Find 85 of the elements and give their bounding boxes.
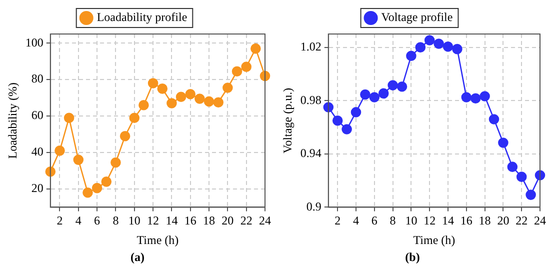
- x-tick-label: 12: [147, 214, 160, 228]
- point: [480, 91, 490, 102]
- point: [92, 182, 102, 194]
- x-tick-label: 12: [424, 214, 436, 228]
- point: [54, 146, 65, 156]
- y-tick-label: 80: [31, 72, 44, 86]
- point: [461, 92, 472, 102]
- point: [388, 80, 398, 90]
- point: [222, 82, 233, 93]
- point: [110, 157, 121, 168]
- point: [138, 100, 149, 110]
- x-tick-label: 2: [56, 214, 63, 228]
- point: [148, 78, 158, 88]
- point: [101, 176, 112, 187]
- point: [396, 81, 408, 92]
- point: [185, 89, 196, 100]
- point: [369, 92, 380, 102]
- legend-label: Voltage profile: [381, 10, 453, 24]
- point: [232, 66, 242, 77]
- point: [204, 96, 214, 107]
- x-tick-label: 20: [497, 214, 510, 228]
- y-tick-label: 1.02: [300, 39, 322, 54]
- y-tick-label: 20: [31, 181, 44, 196]
- point: [332, 115, 343, 126]
- point: [452, 44, 462, 54]
- y-axis-title: Voltage (p.u.): [280, 88, 294, 154]
- point: [442, 42, 454, 52]
- x-tick-label: 22: [240, 214, 252, 228]
- x-tick-label: 4: [75, 214, 82, 228]
- point: [64, 112, 74, 124]
- x-tick-label: 6: [371, 214, 378, 228]
- point: [166, 98, 177, 108]
- point: [176, 92, 186, 102]
- x-tick-label: 4: [353, 214, 359, 228]
- x-tick-label: 10: [128, 214, 140, 228]
- x-tick-label: 14: [166, 214, 178, 228]
- point: [350, 107, 362, 118]
- x-tick-label: 6: [94, 214, 100, 228]
- x-axis-title: Time (h): [136, 232, 179, 247]
- point: [470, 93, 481, 104]
- point: [378, 88, 389, 99]
- x-tick-label: 8: [112, 214, 119, 228]
- point: [434, 38, 444, 49]
- text: (b): [404, 250, 421, 264]
- point: [507, 162, 518, 172]
- y-tick-label: 60: [31, 108, 44, 122]
- point: [424, 35, 435, 46]
- point: [526, 190, 536, 200]
- point: [516, 172, 527, 182]
- y-tick-label: 0.98: [300, 92, 322, 107]
- x-tick-label: 24: [259, 214, 271, 228]
- point: [488, 114, 500, 124]
- x-tick-label: 16: [184, 214, 196, 228]
- x-tick-label: 24: [534, 214, 546, 228]
- point: [342, 124, 352, 134]
- y-tick-label: 40: [31, 144, 44, 159]
- point: [194, 94, 205, 104]
- y-axis-title: Loadability (%): [5, 82, 20, 159]
- y-tick-label: 0.94: [300, 146, 322, 160]
- point: [213, 97, 224, 108]
- point: [250, 43, 261, 54]
- point: [406, 50, 416, 61]
- x-tick-label: 10: [405, 214, 418, 228]
- x-tick-label: 18: [203, 214, 216, 228]
- point: [82, 187, 93, 198]
- point: [415, 42, 426, 52]
- point: [498, 138, 508, 148]
- point: [129, 112, 140, 124]
- point: [120, 130, 130, 142]
- x-tick-label: 8: [390, 214, 396, 228]
- point: [241, 62, 252, 72]
- x-tick-label: 2: [334, 214, 341, 228]
- point: [73, 154, 84, 165]
- y-tick-label: 0.9: [306, 199, 322, 214]
- x-tick-label: 14: [442, 214, 454, 228]
- y-tick-label: 100: [25, 35, 44, 50]
- point: [157, 84, 168, 94]
- x-tick-label: 18: [478, 214, 491, 228]
- x-axis-title: Time (h): [413, 232, 456, 247]
- x-tick-label: 22: [516, 214, 528, 228]
- legend-label: Loadability profile: [96, 10, 188, 24]
- x-tick-label: 16: [460, 214, 472, 228]
- point: [360, 89, 370, 100]
- x-tick-label: 20: [222, 214, 234, 228]
- text: (a): [130, 250, 146, 264]
